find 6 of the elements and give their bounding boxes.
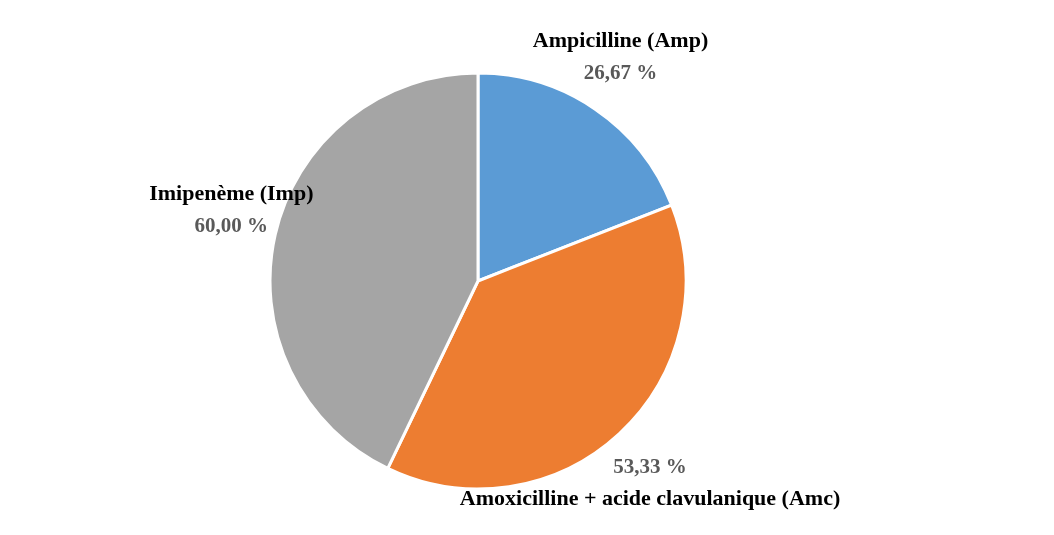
slice-label: Ampicilline (Amp) — [532, 26, 709, 52]
data-label: 60,00 % — [194, 212, 269, 237]
data-label: 26,67 % — [583, 59, 658, 84]
slice-label: Imipenème (Imp) — [149, 179, 314, 205]
slice-label: Amoxicilline + acide clavulanique (Amc) — [459, 485, 841, 511]
data-label: 53,33 % — [613, 454, 687, 479]
